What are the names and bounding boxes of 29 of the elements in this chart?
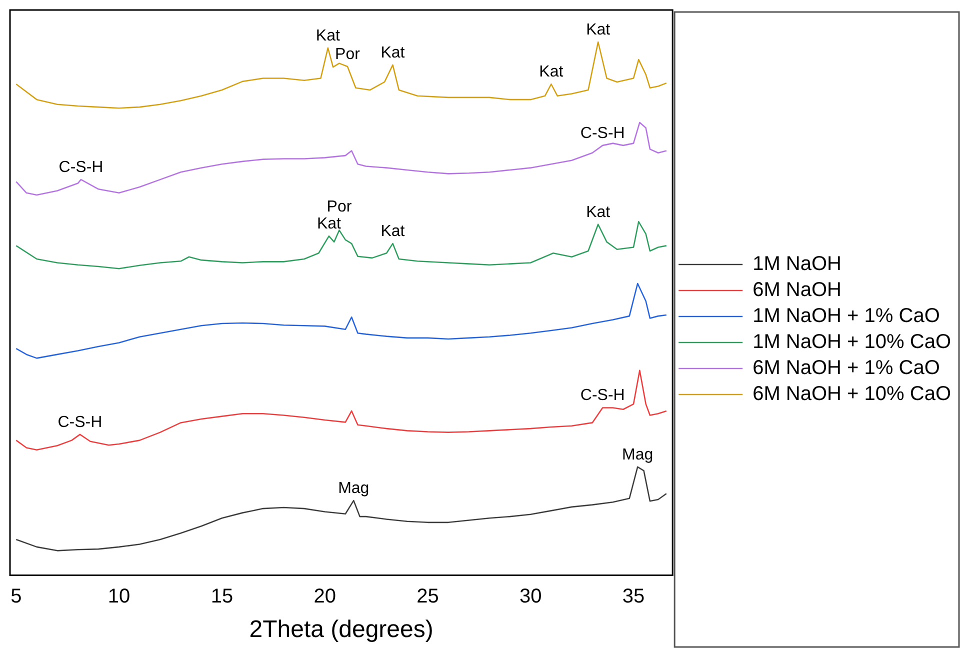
annotation: Por	[326, 198, 352, 216]
x-axis-title: 2Theta (degrees)	[249, 616, 434, 644]
annotation: C-S-H	[580, 387, 625, 404]
x-tick-label: 20	[314, 586, 336, 608]
legend-label: 6M NaOH + 1% CaO	[752, 357, 940, 380]
x-tick-label: 25	[416, 586, 439, 608]
annotation: C-S-H	[580, 124, 625, 142]
annotation: Mag	[338, 480, 370, 497]
annotation: Kat	[380, 44, 406, 62]
legend-label: 6M NaOH + 10% CaO	[752, 383, 952, 406]
annotation: C-S-H	[58, 414, 102, 431]
annotation: C-S-H	[58, 158, 104, 176]
annotation: Mag	[622, 446, 654, 464]
x-tick-label: 15	[210, 586, 234, 608]
annotation: Kat	[539, 64, 564, 81]
x-tick-label: 35	[622, 586, 645, 608]
legend-label: 6M NaOH	[752, 279, 842, 302]
annotation: Kat	[380, 222, 406, 240]
annotation: Kat	[316, 215, 342, 232]
x-tick-label: 30	[519, 586, 542, 608]
legend-label: 1M NaOH + 10% CaO	[752, 331, 952, 354]
annotation: Kat	[316, 27, 340, 44]
annotation: Kat	[586, 21, 611, 38]
legend-label: 1M NaOH	[752, 253, 842, 276]
legend-label: 1M NaOH + 1% CaO	[752, 305, 940, 328]
x-tick-label: 5	[10, 586, 22, 608]
x-tick-label: 10	[108, 586, 130, 608]
annotation: Kat	[586, 204, 611, 221]
annotation: Por	[335, 46, 361, 63]
